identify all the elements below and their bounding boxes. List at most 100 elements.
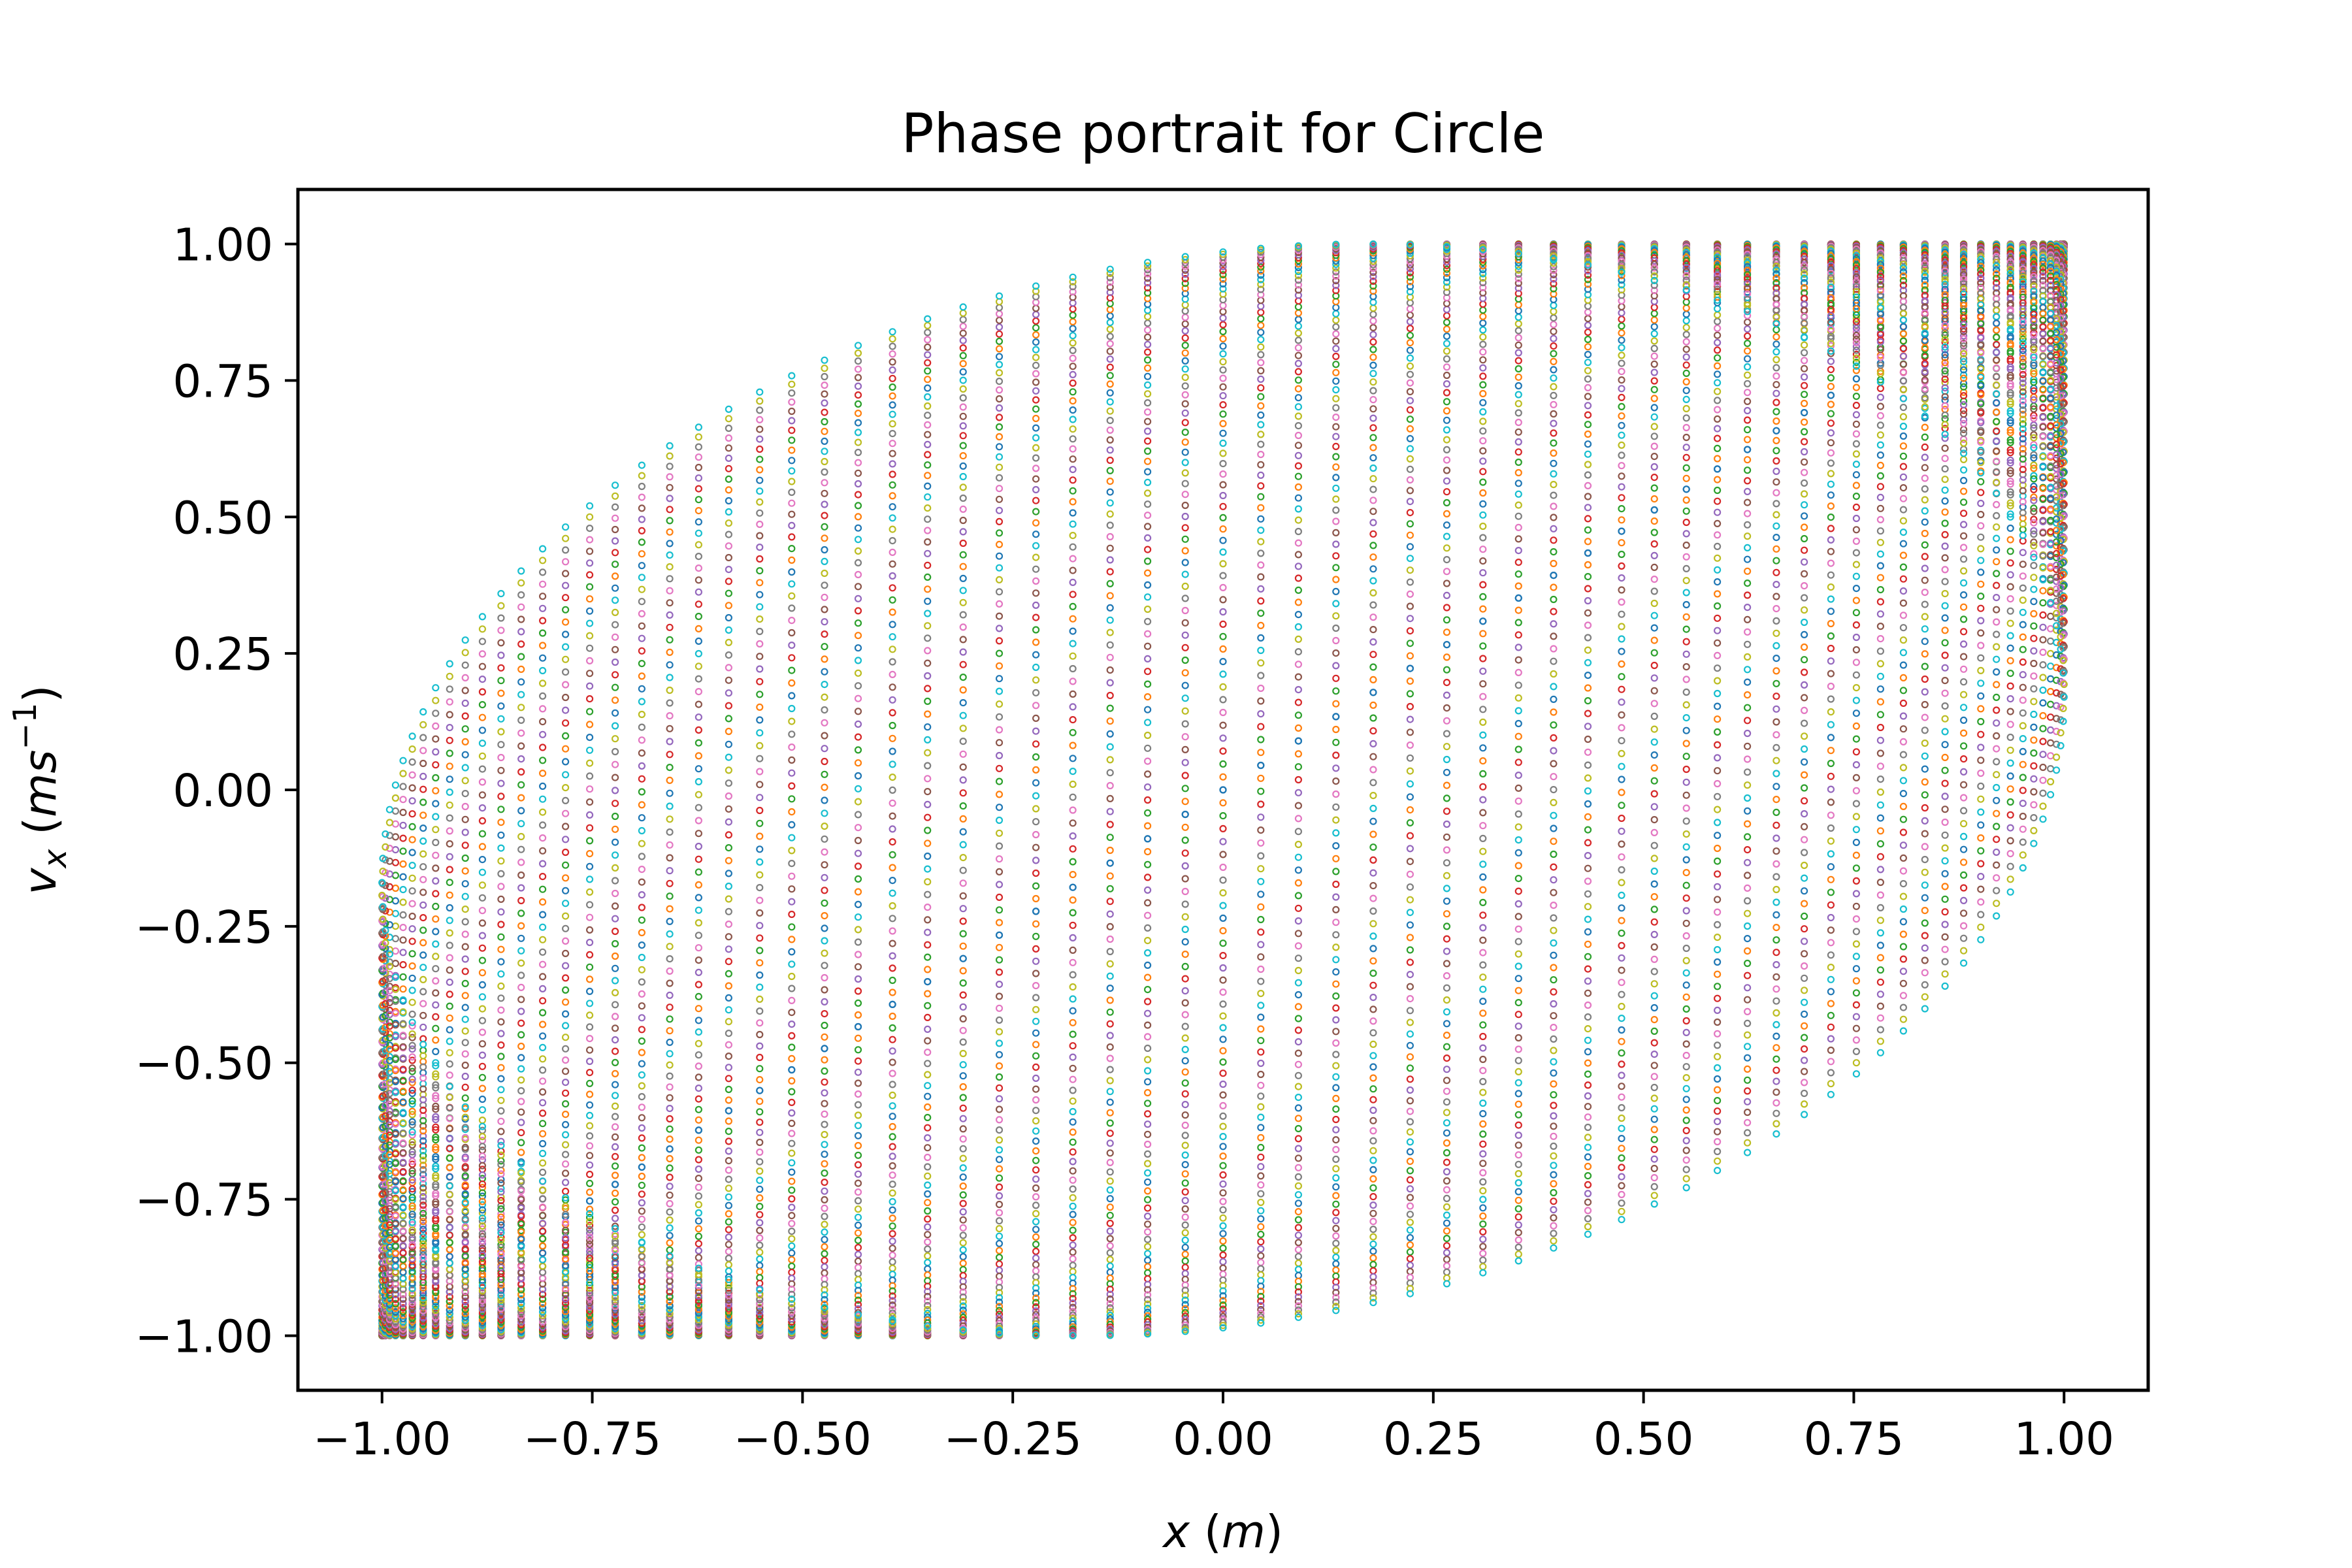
- data-point: [1181, 810, 1189, 819]
- data-point: [666, 1094, 674, 1102]
- data-point: [889, 952, 896, 960]
- data-point: [1369, 727, 1377, 735]
- data-point: [1032, 981, 1040, 990]
- data-point: [1294, 853, 1303, 861]
- data-point: [1406, 754, 1414, 762]
- data-point: [1106, 898, 1114, 906]
- data-point: [611, 1143, 619, 1151]
- data-point: [1772, 399, 1780, 406]
- data-point: [1294, 776, 1303, 784]
- data-point: [666, 1173, 674, 1181]
- data-point: [1584, 493, 1592, 500]
- data-point: [638, 1124, 646, 1132]
- data-point: [1550, 670, 1558, 678]
- data-point: [995, 829, 1004, 837]
- data-point: [1106, 730, 1114, 738]
- data-point: [1618, 574, 1625, 582]
- data-point: [995, 943, 1004, 951]
- data-point: [1219, 863, 1227, 872]
- data-point: [788, 1008, 796, 1017]
- data-point: [1801, 365, 1808, 372]
- data-point: [1069, 934, 1077, 942]
- data-point: [611, 1092, 619, 1100]
- data-point: [1801, 341, 1808, 349]
- data-point: [611, 1152, 619, 1160]
- data-point: [1069, 946, 1077, 955]
- data-point: [1852, 411, 1860, 419]
- data-point: [561, 1179, 570, 1186]
- data-point: [694, 1084, 703, 1092]
- data-point: [821, 962, 828, 970]
- data-point: [1650, 484, 1658, 492]
- data-point: [1514, 558, 1522, 566]
- data-point: [1406, 767, 1414, 775]
- data-point: [995, 992, 1004, 1000]
- data-point: [1514, 668, 1522, 677]
- data-point: [1294, 647, 1303, 656]
- chart-title: Phase portrait for Circle: [902, 102, 1545, 165]
- data-point: [1744, 406, 1752, 415]
- data-point: [1852, 384, 1860, 391]
- data-point: [725, 1052, 733, 1060]
- data-point: [1584, 572, 1592, 581]
- data-point: [1772, 500, 1780, 508]
- data-point: [788, 996, 796, 1005]
- data-point: [1550, 491, 1558, 499]
- data-point: [1852, 460, 1860, 468]
- data-point: [585, 1161, 594, 1169]
- data-point: [1219, 889, 1227, 897]
- data-point: [821, 1078, 828, 1086]
- data-point: [1801, 501, 1808, 509]
- data-point: [725, 1127, 733, 1135]
- data-point: [1550, 502, 1558, 510]
- data-point: [1772, 364, 1780, 372]
- data-point: [1479, 581, 1487, 589]
- data-point: [995, 842, 1004, 850]
- data-point: [585, 1132, 594, 1140]
- data-point: [1032, 882, 1040, 890]
- data-point: [694, 1039, 703, 1047]
- data-point: [1801, 490, 1808, 498]
- data-point: [1801, 468, 1808, 476]
- data-point: [478, 1209, 487, 1217]
- data-point: [1181, 862, 1189, 870]
- data-point: [756, 1138, 764, 1147]
- data-point: [1550, 683, 1558, 691]
- data-point: [1143, 874, 1152, 881]
- data-point: [1682, 423, 1690, 432]
- data-point: [854, 963, 862, 971]
- phase-series: [378, 240, 2068, 1340]
- data-point: [1550, 536, 1558, 544]
- data-point: [1550, 514, 1558, 521]
- data-point: [1332, 600, 1340, 608]
- data-point: [1332, 587, 1340, 596]
- data-point: [585, 1237, 594, 1245]
- data-point: [1032, 805, 1040, 813]
- data-point: [638, 1223, 646, 1231]
- data-point: [1584, 482, 1592, 490]
- data-point: [1257, 826, 1265, 834]
- data-point: [694, 1028, 703, 1036]
- data-point: [1443, 555, 1451, 564]
- data-point: [1514, 523, 1522, 532]
- data-point: [1143, 731, 1152, 740]
- data-point: [854, 1068, 862, 1076]
- data-point: [959, 892, 967, 900]
- data-point: [1406, 590, 1414, 598]
- data-point: [1618, 494, 1625, 502]
- data-point: [1714, 566, 1722, 574]
- data-point: [959, 1049, 967, 1058]
- data-point: [889, 1012, 896, 1021]
- data-point: [1550, 547, 1558, 556]
- data-point: [1181, 913, 1189, 921]
- data-point: [725, 1041, 733, 1049]
- data-point: [585, 1142, 594, 1150]
- data-point: [1550, 645, 1558, 653]
- data-point: [666, 1104, 674, 1113]
- data-point: [1219, 811, 1227, 820]
- data-point: [1772, 408, 1780, 416]
- data-point: [1257, 774, 1265, 782]
- data-point: [1032, 869, 1040, 877]
- data-point: [497, 1233, 505, 1241]
- data-point: [756, 971, 764, 979]
